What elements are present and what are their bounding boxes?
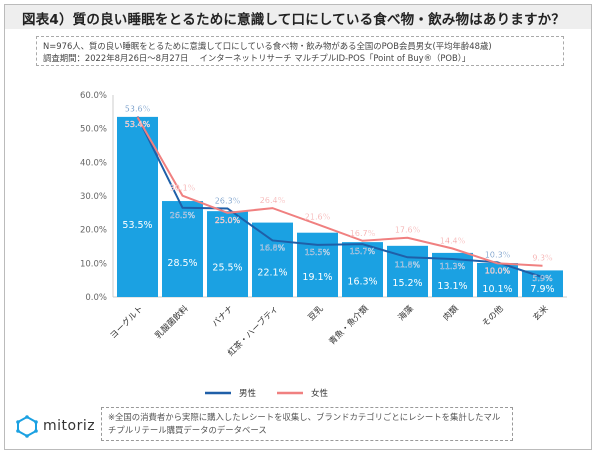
frame — [4, 4, 592, 450]
line-male — [136, 116, 543, 279]
line-value-label-female: 9.3% — [532, 254, 553, 263]
line-value-label-male: 11.8% — [395, 260, 421, 269]
line-value-label-female: 25.0% — [215, 216, 241, 225]
bar — [477, 262, 518, 297]
line-value-label-female: 10.0% — [485, 266, 511, 275]
line-value-label-female: 21.6% — [305, 212, 331, 221]
x-tick-label: 玄米 — [531, 303, 551, 323]
logo-hexagon-icon — [16, 415, 38, 438]
title-bar — [5, 5, 591, 29]
bar-value-label: 28.5% — [167, 258, 197, 269]
survey-note: N=976人、質の良い睡眠をとるために意識して口にしている食べ物・飲み物がある全… — [36, 36, 564, 66]
bar-value-label: 53.5% — [122, 220, 152, 231]
line-value-label-female: 16.7% — [350, 229, 376, 238]
legend-label-female: 女性 — [311, 388, 329, 399]
bar — [207, 211, 248, 297]
line-value-label-male: 11.3% — [440, 262, 466, 271]
line-value-label-female: 26.4% — [260, 196, 286, 205]
line-value-label-male: 53.6% — [125, 105, 151, 114]
line-value-label-male: 10.3% — [485, 250, 511, 259]
line-value-label-male: 15.7% — [350, 247, 376, 256]
logo-text: mitoriz — [43, 418, 96, 434]
y-tick-label: 10.0% — [80, 259, 107, 269]
bar — [297, 232, 338, 297]
y-tick-label: 20.0% — [80, 226, 107, 236]
footnote: ※全国の消費者から実際に購入したレシートを収集し、ブランドカテゴリごとにレシート… — [101, 407, 513, 441]
line-value-label-female: 17.6% — [395, 226, 421, 235]
bar — [387, 245, 428, 297]
bar — [162, 201, 203, 297]
bar-value-label: 10.1% — [482, 284, 512, 295]
bar — [522, 270, 563, 297]
line-value-label-male: 26.5% — [170, 211, 196, 220]
line-value-label-male: 5.9% — [532, 274, 553, 283]
y-tick-label: 30.0% — [80, 192, 107, 202]
x-tick-label: ヨーグルト — [108, 303, 146, 341]
legend-label-male: 男性 — [239, 388, 257, 399]
line-value-label-female: 14.4% — [440, 237, 466, 246]
line-value-label-female: 30.1% — [170, 184, 196, 193]
x-tick-label: バナナ — [211, 304, 236, 329]
x-tick-label: 肉類 — [441, 303, 461, 323]
bar-value-label: 25.5% — [212, 262, 242, 273]
x-tick-label: 乳酸菌飲料 — [153, 303, 191, 341]
bar — [117, 116, 158, 297]
line-value-label-male: 15.5% — [305, 248, 331, 257]
line-value-label-male: 26.3% — [215, 196, 241, 205]
bar — [342, 242, 383, 297]
x-tick-label: 海藻 — [396, 303, 416, 323]
bar — [252, 222, 293, 297]
y-tick-label: 0.0% — [85, 293, 107, 303]
bar-value-label: 19.1% — [302, 272, 332, 283]
bar-value-label: 22.1% — [257, 268, 287, 279]
y-tick-label: 60.0% — [80, 91, 107, 101]
x-tick-label: 豆乳 — [306, 303, 326, 323]
bar-value-label: 7.9% — [530, 284, 554, 295]
bar-value-label: 13.1% — [437, 281, 467, 292]
x-tick-label: 青魚・魚介類 — [327, 303, 371, 347]
logo: mitoriz — [14, 414, 95, 438]
survey-note-line2: 調査期間：2022年8月26日～8月27日 インターネットリサーチ マルチプルI… — [43, 53, 471, 63]
y-tick-label: 50.0% — [80, 125, 107, 135]
survey-note-line1: N=976人、質の良い睡眠をとるために意識して口にしている食べ物・飲み物がある全… — [43, 41, 492, 51]
x-tick-label: その他 — [480, 303, 506, 329]
line-value-label-female: 53.4% — [125, 120, 151, 129]
line-value-label-male: 16.8% — [260, 243, 286, 252]
page-title: 図表4）質の良い睡眠をとるために意識して口にしている食べ物・飲み物はありますか？ — [22, 12, 566, 28]
y-tick-label: 40.0% — [80, 158, 107, 168]
bar-value-label: 16.3% — [347, 276, 377, 287]
bar-value-label: 15.2% — [392, 278, 422, 289]
line-female — [136, 116, 543, 267]
